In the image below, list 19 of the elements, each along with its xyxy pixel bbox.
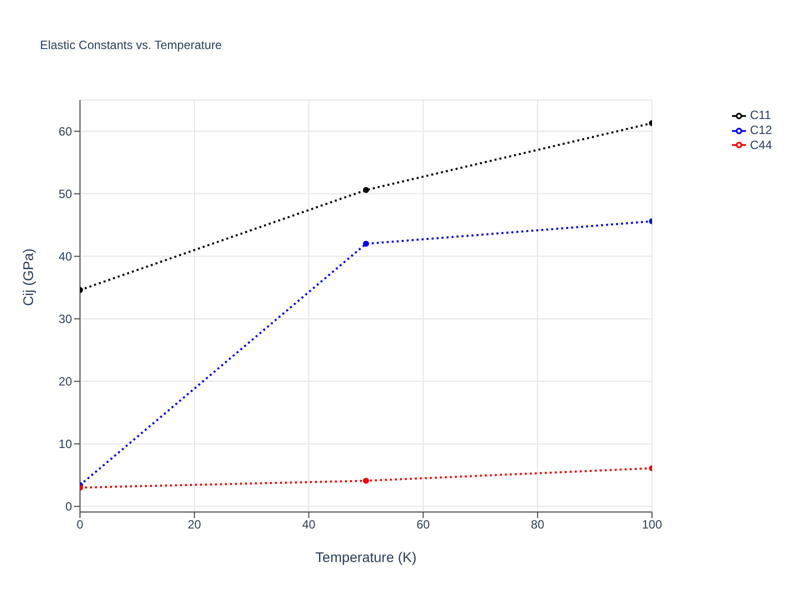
legend-label: C12 xyxy=(750,122,772,137)
x-tick-label: 20 xyxy=(188,518,202,532)
x-tick-label: 100 xyxy=(642,518,662,532)
legend-label: C44 xyxy=(750,138,772,152)
chart-title: Elastic Constants vs. Temperature xyxy=(40,38,222,52)
y-tick-label: 60 xyxy=(58,124,72,139)
y-tick-label: 0 xyxy=(65,500,72,514)
x-tick-label: 80 xyxy=(530,518,545,532)
y-axis-title: Cij (GPa) xyxy=(20,248,36,306)
x-tick-label: 0 xyxy=(76,518,84,532)
y-tick-label: 50 xyxy=(58,187,72,202)
y-tick-label: 40 xyxy=(58,250,72,264)
legend-label: C11 xyxy=(750,108,772,122)
y-tick-label: 10 xyxy=(58,437,72,452)
y-tick-label: 20 xyxy=(58,374,72,389)
x-tick-label: 60 xyxy=(416,518,430,532)
y-tick-label: 30 xyxy=(58,312,72,326)
x-tick-label: 40 xyxy=(302,518,316,532)
x-axis-title: Temperature (K) xyxy=(315,549,417,565)
